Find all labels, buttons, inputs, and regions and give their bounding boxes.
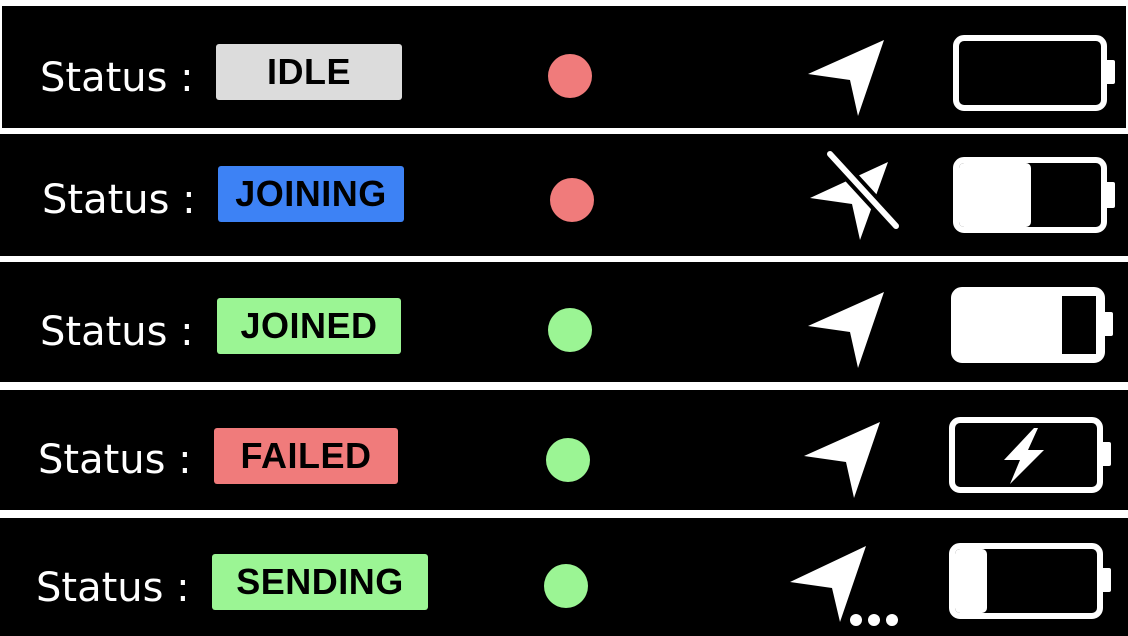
status-badge: FAILED [214,428,398,484]
battery-half-icon [952,156,1122,236]
battery-empty-icon [952,34,1122,112]
status-label: Status : [36,565,190,611]
battery-mostly-full-icon [950,286,1120,364]
status-label: Status : [40,309,194,355]
status-label: Status : [40,55,194,101]
location-arrow-icon [800,418,890,502]
status-dot [548,308,592,352]
status-badge: JOINED [217,298,401,354]
status-row-failed: Status : FAILED [0,390,1128,510]
status-badge: IDLE [216,44,402,100]
status-badge: JOINING [218,166,404,222]
status-row-idle: Status : IDLE [2,6,1126,128]
location-arrow-icon [804,288,894,372]
battery-charging-icon [948,416,1118,494]
status-row-sending: Status : SENDING [0,518,1128,636]
location-arrow-icon [804,36,894,120]
status-row-joining: Status : JOINING [0,134,1128,256]
status-label: Status : [38,437,192,483]
location-off-icon [804,147,904,244]
status-dot [550,178,594,222]
status-badge: SENDING [212,554,428,610]
battery-low-icon [948,542,1118,620]
status-dot [546,438,590,482]
location-sending-icon [786,544,906,630]
status-label: Status : [42,177,196,223]
status-row-joined: Status : JOINED [0,262,1128,382]
status-dot [544,564,588,608]
status-dot [548,54,592,98]
